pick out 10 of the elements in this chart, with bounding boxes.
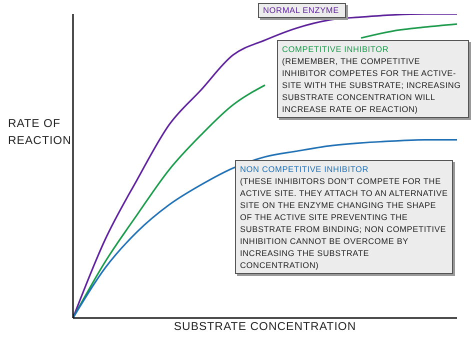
series-label: NORMAL ENZYME [263, 5, 340, 16]
series-label: NON COMPETITIVE INHIBITOR [240, 163, 370, 175]
label-box: NON COMPETITIVE INHIBITOR (THESE INHIBITORS DON'T COMPETE FOR THE ACTIVE SITE. THEY ATTACH TO AN ALTERNATIVE SITE ON THE ENZYME CHANGING THE SHAPE OF THE ACTIVE SITE PREVENTING THE SUBSTRATE FROM BINDING; NON COMPETITIVE INHIBITION CANNOT BE OVERCOME BY INCREASING THE SUBSTRATE CONCENTRATION) [235, 160, 453, 274]
y-axis-title: RATE OF REACTION [8, 117, 72, 149]
x-axis-title: SUBSTRATE CONCENTRATION [172, 321, 358, 333]
annotation: (REMEMBER, THE COMPETITIVE INHIBITOR COMPETES FOR THE ACTIVE-SITE WITH THE SUBSTRATE; INCREASING SUBSTRATE CONCENTRATION WILL INCREASE RATE OF REACTION) [282, 55, 462, 115]
label-box: NORMAL ENZYME [258, 3, 346, 18]
series-label: COMPETITIVE INHIBITOR [282, 43, 390, 55]
label-box: COMPETITIVE INHIBITOR (REMEMBER, THE COMPETITIVE INHIBITOR COMPETES FOR THE ACTIVE-SITE WITH THE SUBSTRATE; INCREASING SUBSTRATE CONCENTRATION WILL INCREASE RATE OF REACTION) [277, 40, 469, 118]
annotation: (THESE INHIBITORS DON'T COMPETE FOR THE ACTIVE SITE. THEY ATTACH TO AN ALTERNATIVE SITE ON THE ENZYME CHANGING THE SHAPE OF THE ACTIVE SITE PREVENTING THE SUBSTRATE FROM BINDING; NON COMPETITIVE INHIBITION CANNOT BE OVERCOME BY INCREASING THE SUBSTRATE CONCENTRATION) [240, 175, 448, 271]
